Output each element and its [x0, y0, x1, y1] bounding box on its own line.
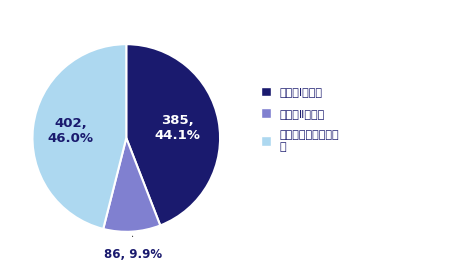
Legend: 加算（Ⅰ）のみ, 加算（Ⅱ）のみ, 事業所によって異な
る: 加算（Ⅰ）のみ, 加算（Ⅱ）のみ, 事業所によって異な る	[261, 87, 339, 152]
Text: 385,
44.1%: 385, 44.1%	[154, 115, 200, 142]
Wedge shape	[103, 138, 160, 232]
Text: 86, 9.9%: 86, 9.9%	[104, 248, 162, 261]
Text: 402,
46.0%: 402, 46.0%	[47, 117, 93, 145]
Wedge shape	[126, 44, 220, 225]
Wedge shape	[32, 44, 126, 229]
